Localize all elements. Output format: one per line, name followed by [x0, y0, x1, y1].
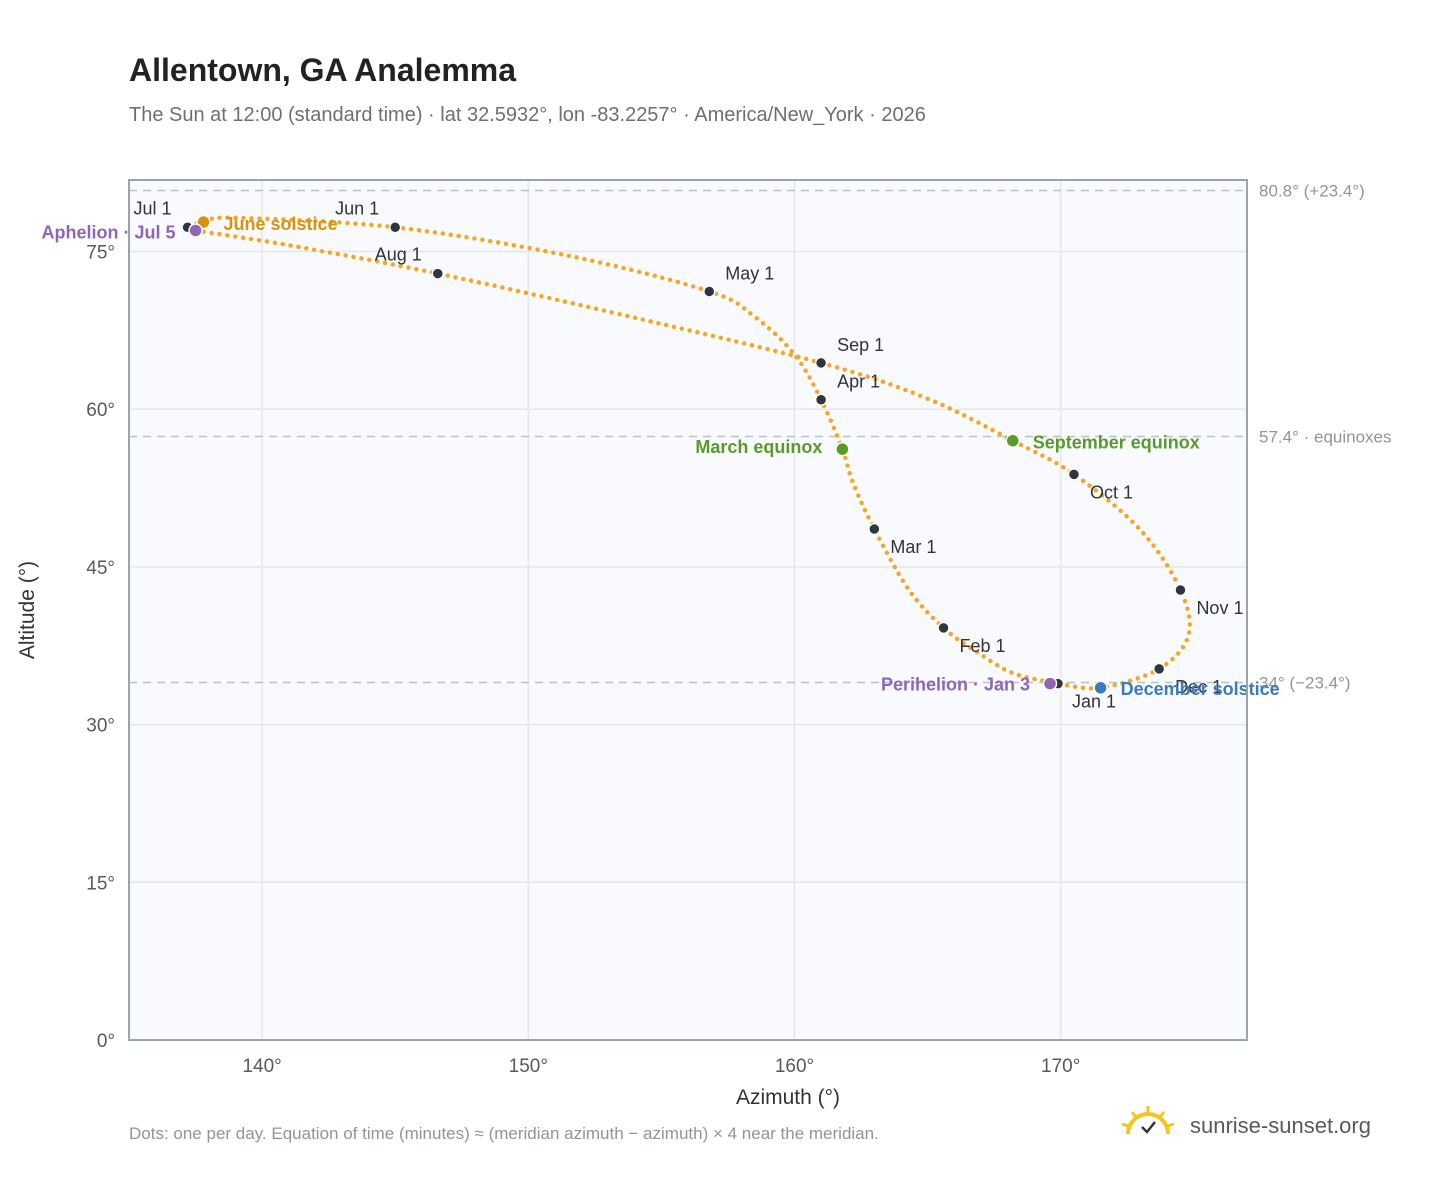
event-label: December solstice: [1121, 679, 1280, 699]
month-label: Nov 1: [1196, 598, 1243, 618]
month-dot: [703, 285, 716, 298]
x-tick-label: 140°: [242, 1056, 281, 1077]
plot-background: [129, 180, 1247, 1040]
y-tick-label: 60°: [86, 400, 115, 421]
brand-name: sunrise-sunset.org: [1190, 1113, 1371, 1138]
month-dot: [388, 221, 402, 234]
month-dot: [937, 621, 950, 635]
event-label: March equinox: [695, 437, 822, 457]
month-dot: [1067, 468, 1081, 481]
plot-area: [129, 180, 1247, 1040]
month-dot: [1174, 583, 1187, 597]
event-dot: [1093, 680, 1108, 696]
month-label: Mar 1: [890, 537, 936, 557]
month-dot: [814, 393, 828, 406]
plot-frame: [128, 179, 1248, 1041]
event-dot: [1042, 676, 1058, 691]
y-tick-label: 30°: [86, 716, 115, 737]
event-label: September equinox: [1033, 433, 1200, 453]
x-tick-label: 150°: [509, 1056, 548, 1077]
sun-logo-icon: [1121, 1106, 1175, 1135]
y-tick-label: 75°: [86, 242, 115, 263]
event-dot: [835, 441, 850, 457]
month-label: Dec 1: [1175, 677, 1222, 697]
chart-subtitle: The Sun at 12:00 (standard time) · lat 3…: [129, 104, 926, 126]
month-dot: [1152, 662, 1166, 676]
reference-line-label: 34° (−23.4°): [1259, 674, 1351, 693]
event-label: Aphelion · Jul 5: [42, 222, 176, 242]
axes: 140° 150° 160° 170° 0° 15° 30° 45° 60° 75° Azimuth…: [16, 179, 1248, 1109]
event-dot: [188, 223, 203, 238]
chart-title: Allentown, GA Analemma: [129, 52, 517, 88]
x-tick-label: 160°: [775, 1056, 814, 1077]
month-label: Jan 1: [1072, 692, 1116, 712]
footnote: Dots: one per day. Equation of time (min…: [129, 1124, 879, 1143]
month-label: Apr 1: [837, 372, 880, 392]
event-markers: March equinox September equinox June solst…: [42, 214, 1280, 699]
month-label: Aug 1: [375, 245, 422, 265]
month-label: Sep 1: [837, 335, 884, 355]
y-tick-label: 45°: [86, 558, 115, 579]
event-label: Perihelion · Jan 3: [881, 675, 1030, 695]
month-label: Oct 1: [1090, 482, 1133, 502]
y-tick-label: 0°: [97, 1031, 115, 1052]
daily-dots: [182, 215, 1193, 691]
month-dot: [431, 267, 445, 280]
analemma-curve: [182, 215, 1193, 691]
brand[interactable]: sunrise-sunset.org: [1120, 1104, 1440, 1148]
reference-lines: 80.8° (+23.4°) 57.4° · equinoxes 34° (−23.…: [129, 182, 1392, 693]
month-label: May 1: [725, 263, 774, 283]
month-dot: [814, 356, 828, 370]
y-tick-label: 15°: [86, 873, 115, 894]
x-tick-label: 170°: [1041, 1056, 1080, 1077]
reference-line-label: 57.4° · equinoxes: [1259, 428, 1392, 447]
month-label: Jul 1: [134, 198, 172, 218]
month-label: Jun 1: [335, 198, 379, 218]
y-axis-label: Altitude (°): [16, 561, 39, 659]
x-axis-label: Azimuth (°): [736, 1086, 840, 1109]
reference-line-label: 80.8° (+23.4°): [1259, 182, 1365, 201]
month-label: Feb 1: [960, 636, 1006, 656]
event-dot: [1005, 433, 1021, 448]
event-label: June solstice: [224, 214, 338, 234]
month-dot: [868, 522, 881, 536]
